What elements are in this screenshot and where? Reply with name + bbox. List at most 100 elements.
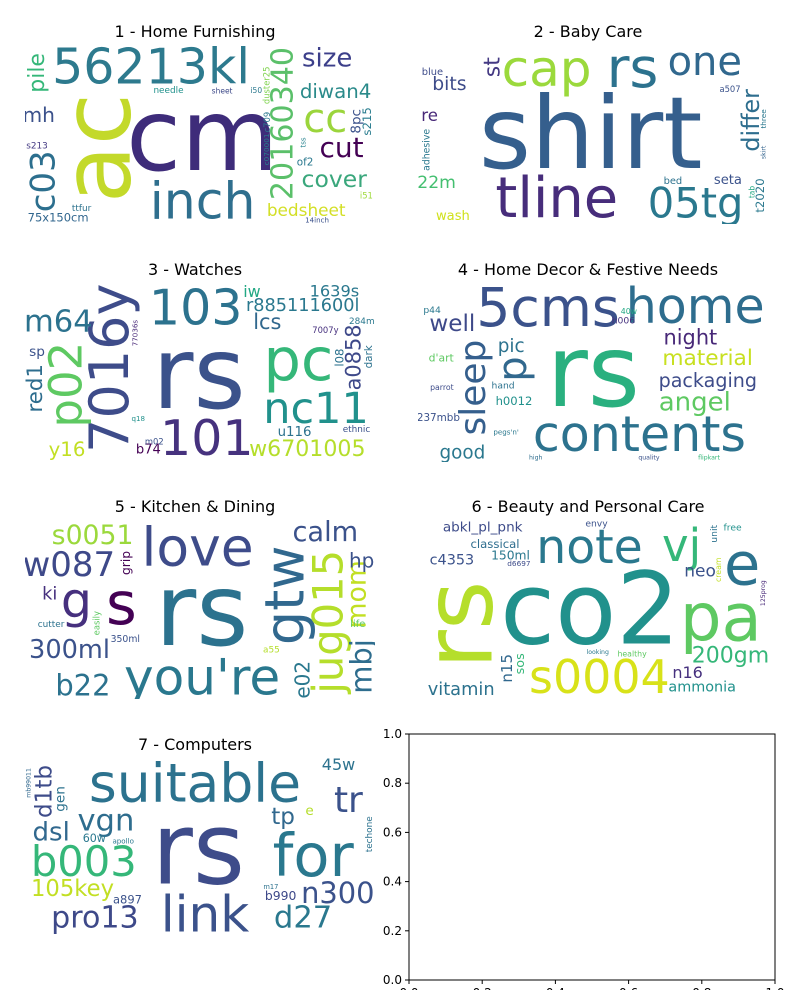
word-sos: sos — [513, 653, 528, 674]
word-c070001: c070001 — [262, 133, 271, 165]
word-healthy: healthy — [617, 649, 647, 658]
word-s0051: s0051 — [52, 520, 134, 551]
word-sp: sp — [29, 344, 45, 360]
word-c03: c03 — [25, 150, 63, 212]
word-ethnic: ethnic — [343, 425, 371, 435]
word-diwan4: diwan4 — [300, 80, 371, 103]
word-well: well — [429, 311, 475, 337]
word-mbj: mbj — [344, 639, 375, 694]
word-looking: looking — [586, 649, 609, 656]
word-77036s: 77036s — [131, 320, 140, 347]
wordcloud-canvas: rs suitable for link b003 pro13 n300 105key vgn d… — [25, 757, 375, 937]
word-cap: cap — [502, 44, 592, 98]
word-ac: ac — [43, 93, 153, 203]
word-rs: rs — [152, 790, 245, 907]
word-calm: calm — [292, 519, 358, 548]
word-night: night — [664, 325, 718, 349]
word-d1tb: d1tb — [32, 765, 58, 818]
word-rs: rs — [155, 552, 248, 669]
word-b990: b990 — [265, 888, 297, 903]
panel-title: 7 - Computers — [138, 735, 252, 754]
word-pa: pa — [680, 580, 762, 656]
word-7016y: 7016y — [78, 284, 141, 453]
word-284m: 284m — [349, 317, 375, 327]
y-tick-label: 0.4 — [383, 875, 402, 889]
word-techone: techone — [365, 816, 375, 852]
word-i50: i50 — [250, 86, 262, 95]
word-angel: angel — [659, 388, 731, 418]
word-200gm: 200gm — [692, 643, 768, 668]
word-suitable: suitable — [89, 757, 301, 815]
word-c4353: c4353 — [430, 552, 475, 568]
x-tick-label: 0.8 — [692, 986, 711, 990]
word-neo: neo — [684, 562, 716, 582]
word-p02: p02 — [40, 342, 93, 428]
panel-title: 5 - Kitchen & Dining — [114, 497, 276, 516]
word-blue: blue — [422, 67, 443, 78]
word-105key: 105key — [31, 876, 114, 902]
word-link: link — [161, 884, 250, 937]
word-i51: i51 — [360, 191, 373, 201]
word-hand: hand — [492, 381, 515, 392]
y-tick-label: 0.0 — [383, 973, 402, 987]
word-c709: c709 — [262, 112, 272, 133]
word-dsl: dsl — [33, 817, 70, 847]
axes-frame — [408, 733, 776, 981]
word-y16: y16 — [49, 438, 86, 461]
word-s213: s213 — [26, 142, 48, 152]
word-bed: bed — [664, 176, 683, 187]
word-60w: 60w — [83, 832, 106, 845]
word-bits: bits — [432, 74, 466, 95]
word-skirt: skirt — [761, 145, 768, 159]
word-vj: vj — [662, 519, 701, 572]
word-gtw: gtw — [253, 545, 316, 645]
word-d-art: d'art — [429, 352, 454, 365]
word-mom: mom — [341, 560, 372, 628]
empty-axes-panel: 0.0 0.2 0.4 0.6 0.8 1.0 0.0 0.2 0.4 0.6 0.8 1.0 — [365, 690, 785, 1000]
word-b22: b22 — [55, 668, 110, 699]
word-bedsheet: bedsheet — [267, 200, 346, 220]
word-free: free — [724, 523, 742, 534]
word-for: for — [273, 821, 355, 890]
word-apollo: apollo — [112, 837, 133, 846]
x-tick-label: 1.0 — [765, 986, 784, 990]
word-vitamin: vitamin — [428, 679, 495, 699]
word-d6697: d6697 — [507, 559, 531, 568]
word-p: p — [490, 356, 536, 381]
word-vgn: vgn — [77, 803, 134, 838]
word-103: 103 — [149, 282, 243, 336]
word-dark: dark — [363, 345, 375, 368]
word-co2: co2 — [500, 550, 680, 667]
word-unit: unit — [709, 525, 720, 543]
word-good: good — [439, 442, 485, 462]
word-envy: envy — [585, 519, 608, 529]
word-g: g — [61, 573, 92, 630]
word-sheet: sheet — [212, 86, 233, 95]
word-cutter: cutter — [38, 620, 65, 630]
word-75x150cm: 75x150cm — [28, 211, 89, 224]
word-m17: m17 — [263, 883, 278, 891]
wordcloud-canvas: rs 5cms contents home material packaging p slee… — [418, 282, 768, 462]
word-cover: cover — [302, 165, 368, 193]
word-05tg: 05tg — [648, 179, 744, 225]
word-b74: b74 — [136, 443, 161, 458]
word-quality: quality — [638, 455, 660, 462]
word-pro13: pro13 — [51, 900, 139, 935]
word-45w: 45w — [322, 757, 355, 774]
word-w087: w087 — [25, 545, 115, 585]
word-s215: s215 — [360, 107, 374, 135]
word-high: high — [529, 455, 543, 462]
word-nc11: nc11 — [263, 384, 369, 434]
y-tick-label: 0.6 — [383, 825, 402, 839]
word-rs: rs — [152, 315, 245, 432]
word-three: three — [759, 109, 768, 129]
word-7007y: 7007y — [312, 325, 338, 335]
word-w6701005: w6701005 — [249, 436, 365, 462]
word-e02: e02 — [291, 661, 315, 699]
word-h0012: h0012 — [496, 394, 533, 408]
x-tick-label: 0.4 — [546, 986, 565, 990]
word-jug015: jug015 — [304, 550, 353, 695]
word-needle: needle — [153, 86, 183, 96]
word-e: e — [305, 803, 313, 819]
word-20160340: 20160340 — [266, 47, 301, 200]
